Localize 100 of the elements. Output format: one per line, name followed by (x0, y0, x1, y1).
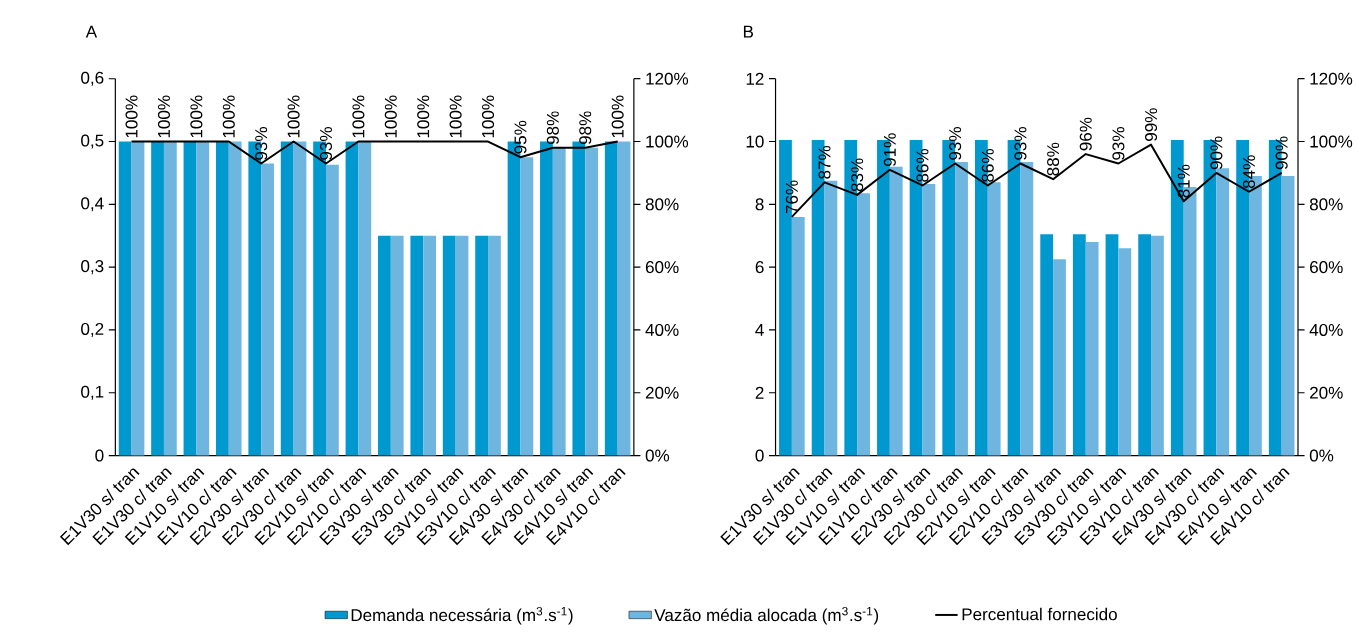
data-label: 100% (157, 95, 170, 138)
y-tick-label: 0,1 (81, 385, 104, 401)
y2-tick-label: 80% (1309, 198, 1343, 211)
data-label: 76% (785, 180, 798, 214)
bar (1138, 234, 1152, 456)
data-label: 93% (1112, 127, 1125, 161)
data-label: 98% (546, 111, 559, 145)
y-tick-label: 6 (755, 261, 764, 274)
data-label: 100% (125, 95, 138, 138)
y2-tick-label: 60% (1310, 261, 1343, 274)
bar (1105, 234, 1119, 456)
data-label: 91% (883, 133, 896, 167)
y2-tick-label: 60% (645, 261, 679, 274)
y2-tick-label: 100% (1310, 135, 1353, 148)
y2-tick-label: 120% (1310, 72, 1353, 85)
bar (1216, 168, 1230, 456)
bar (857, 193, 870, 456)
data-label: 90% (1275, 136, 1288, 170)
data-label: 93% (319, 127, 333, 161)
bar (410, 235, 424, 456)
data-label: 96% (1079, 117, 1092, 151)
data-label: 98% (579, 111, 592, 145)
bar (1040, 234, 1054, 456)
legend-label: Vazão média alocada (m$^{3}$.s$^{-1}$) (654, 607, 879, 625)
y-tick-label: 0,2 (81, 323, 104, 338)
y2-tick-label: 40% (645, 324, 679, 337)
bar (1053, 259, 1066, 456)
bar (390, 235, 404, 456)
y-tick-label: 0,5 (81, 134, 104, 149)
bar (1118, 248, 1132, 456)
y2-tick-label: 0% (645, 449, 670, 462)
data-label: 100% (449, 95, 462, 138)
data-label: 88% (1047, 143, 1060, 176)
y2-tick-label: 80% (645, 198, 679, 211)
data-label: 100% (611, 95, 624, 138)
bar (987, 182, 1001, 456)
bar (552, 148, 566, 456)
data-label: 99% (1145, 108, 1158, 142)
data-label: 100% (417, 95, 430, 138)
bar (280, 141, 294, 456)
legend-label: Percentual fornecido (962, 608, 1117, 621)
data-label: 86% (981, 149, 994, 183)
bar (345, 141, 359, 456)
data-label: 83% (851, 158, 864, 192)
data-label: 100% (481, 95, 495, 138)
bar (261, 163, 274, 456)
bar (1085, 242, 1099, 456)
bar (617, 141, 631, 456)
bar (378, 235, 391, 456)
bar (922, 184, 936, 456)
bar (604, 141, 618, 456)
data-label: 86% (916, 149, 929, 183)
data-label: 84% (1242, 155, 1256, 189)
y2-tick-label: 20% (1310, 386, 1343, 400)
legend-label: Demanda necessária (m$^{3}$.s$^{-1}$) (351, 607, 573, 625)
data-label: 100% (352, 95, 365, 138)
y-tick-label: 4 (755, 324, 764, 337)
y-tick-label: 0,3 (81, 260, 104, 275)
bar (520, 157, 534, 456)
y-tick-label: 10 (746, 135, 764, 148)
bar (585, 148, 599, 456)
bar (1151, 235, 1164, 456)
bar (131, 141, 145, 456)
y-tick-label: 12 (746, 72, 764, 85)
bar (118, 141, 132, 456)
bar (151, 141, 164, 456)
bar (228, 141, 242, 456)
chart-title: B (743, 26, 754, 38)
y-tick-label: 2 (755, 387, 764, 399)
bar (358, 141, 372, 456)
bar (488, 235, 501, 456)
bar (824, 181, 838, 456)
data-label: 95% (514, 121, 527, 154)
data-label: 100% (222, 95, 235, 138)
bar (1072, 234, 1086, 456)
data-label: 87% (818, 146, 831, 179)
bar (326, 165, 339, 456)
bar (889, 166, 903, 456)
bar (475, 235, 489, 456)
y-tick-label: 0 (755, 449, 764, 462)
y2-tick-label: 0% (1309, 449, 1334, 462)
y-tick-label: 0 (95, 449, 104, 462)
data-label: 100% (384, 95, 397, 138)
data-label: 100% (190, 95, 203, 138)
y-tick-label: 0,6 (81, 71, 104, 86)
data-label: 93% (1014, 127, 1027, 161)
y2-tick-label: 40% (1309, 324, 1343, 337)
bar (293, 141, 307, 456)
bar (442, 235, 456, 456)
data-label: 81% (1177, 165, 1190, 198)
bar (955, 162, 968, 456)
bar (423, 235, 437, 456)
y-tick-label: 0,4 (81, 197, 104, 212)
y2-tick-label: 120% (646, 72, 689, 85)
y-tick-label: 8 (755, 198, 764, 211)
data-label: 93% (255, 127, 268, 161)
bar (791, 217, 805, 456)
y2-tick-label: 100% (646, 135, 689, 148)
bar (455, 235, 469, 456)
bar (215, 141, 229, 456)
